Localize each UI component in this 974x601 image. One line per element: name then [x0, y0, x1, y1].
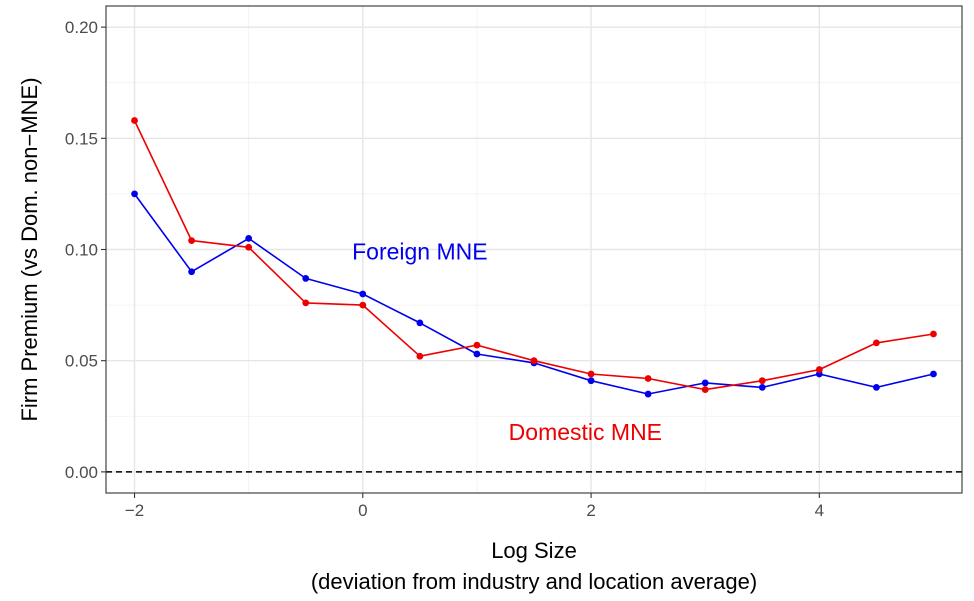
data-point-foreign-mne — [245, 234, 253, 242]
annotation-foreign-mne: Foreign MNE — [352, 239, 487, 265]
data-point-domestic-mne — [302, 299, 310, 307]
series-line-domestic-mne — [133, 120, 934, 391]
data-point-domestic-mne — [930, 330, 937, 338]
data-point-foreign-mne — [416, 319, 424, 327]
data-point-foreign-mne — [873, 383, 880, 391]
annotation-domestic-mne: Domestic MNE — [509, 419, 662, 445]
x-tick-label: 0 — [358, 501, 367, 520]
axis-ticks: −2 0 2 4 0.00 0.05 0.10 0.15 0.20 — [65, 18, 824, 520]
data-point-foreign-mne — [188, 268, 196, 276]
data-point-foreign-mne — [131, 190, 138, 198]
data-point-domestic-mne — [530, 357, 538, 365]
data-point-foreign-mne — [359, 290, 367, 298]
data-point-domestic-mne — [815, 366, 823, 373]
data-point-domestic-mne — [131, 117, 138, 124]
data-point-domestic-mne — [758, 377, 766, 385]
data-point-domestic-mne — [473, 341, 481, 349]
y-tick-label: 0.20 — [65, 18, 98, 37]
data-point-domestic-mne — [359, 301, 367, 309]
data-point-domestic-mne — [188, 237, 196, 245]
data-point-domestic-mne — [644, 375, 652, 382]
data-point-foreign-mne — [930, 370, 937, 378]
data-point-domestic-mne — [701, 386, 709, 393]
x-tick-label: −2 — [125, 501, 144, 520]
y-tick-label: 0.05 — [65, 352, 98, 371]
data-point-domestic-mne — [245, 243, 253, 251]
x-axis-title: Log Size — [491, 538, 577, 563]
series — [131, 117, 937, 398]
y-axis-title: Firm Premium (vs Dom. non−MNE) — [17, 77, 42, 421]
y-tick-label: 0.00 — [65, 463, 98, 482]
x-axis-subtitle: (deviation from industry and location av… — [311, 569, 757, 594]
data-point-foreign-mne — [473, 350, 481, 358]
data-point-foreign-mne — [758, 383, 766, 391]
data-point-foreign-mne — [701, 379, 709, 387]
data-point-foreign-mne — [644, 390, 652, 398]
data-point-foreign-mne — [302, 275, 310, 282]
data-point-domestic-mne — [587, 370, 595, 378]
x-tick-label: 2 — [586, 501, 595, 520]
data-point-domestic-mne — [873, 339, 880, 347]
x-tick-label: 4 — [815, 501, 824, 520]
annotations: Foreign MNE Domestic MNE — [352, 239, 662, 445]
y-tick-label: 0.15 — [65, 129, 98, 148]
y-tick-label: 0.10 — [65, 241, 98, 260]
data-point-domestic-mne — [416, 352, 424, 360]
data-point-foreign-mne — [587, 377, 595, 385]
